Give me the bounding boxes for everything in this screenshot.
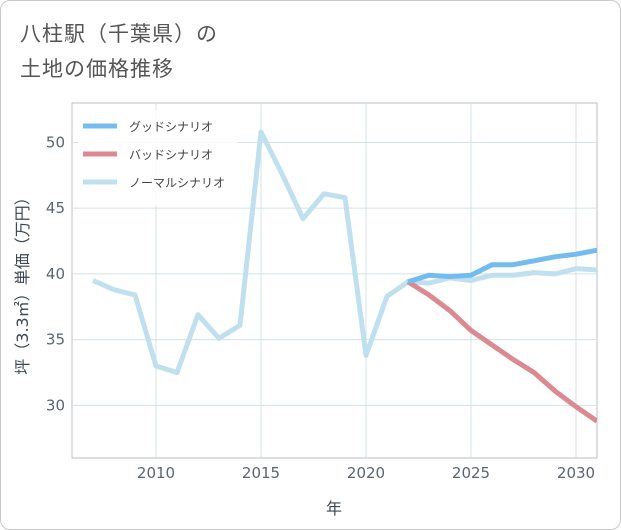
y-tick-label-50: 50 [46,133,65,151]
series-lines [91,129,597,424]
y-axis-title: 坪（3.3㎡）単価（万円） [13,189,32,374]
x-tick-label-2030: 2030 [557,464,595,482]
y-axis-ticks: 30 35 40 45 50 [46,133,65,414]
x-tick-label-2015: 2015 [242,464,280,482]
x-tick-label-2020: 2020 [347,464,385,482]
y-tick-label-35: 35 [46,331,65,349]
x-axis-ticks: 2010 2015 2020 2025 2030 [137,464,595,482]
x-tick-label-2010: 2010 [137,464,175,482]
legend-label-normal: ノーマルシナリオ [129,176,225,190]
series-line-normal [91,129,597,376]
chart-title-line-1: 八柱駅（千葉県）の [20,22,218,46]
x-axis-title: 年 [326,499,342,518]
x-tick-label-2025: 2025 [452,464,490,482]
series-line-good [407,247,597,285]
legend-label-bad: バッドシナリオ [129,148,213,162]
y-tick-label-40: 40 [46,265,65,283]
chart-title-line-2: 土地の価格推移 [20,57,174,81]
series-line-bad [406,279,597,424]
legend-label-good: グッドシナリオ [129,120,213,134]
chart-title: 八柱駅（千葉県）の 土地の価格推移 [20,17,218,87]
y-tick-label-30: 30 [46,396,65,414]
y-tick-label-45: 45 [46,199,65,217]
